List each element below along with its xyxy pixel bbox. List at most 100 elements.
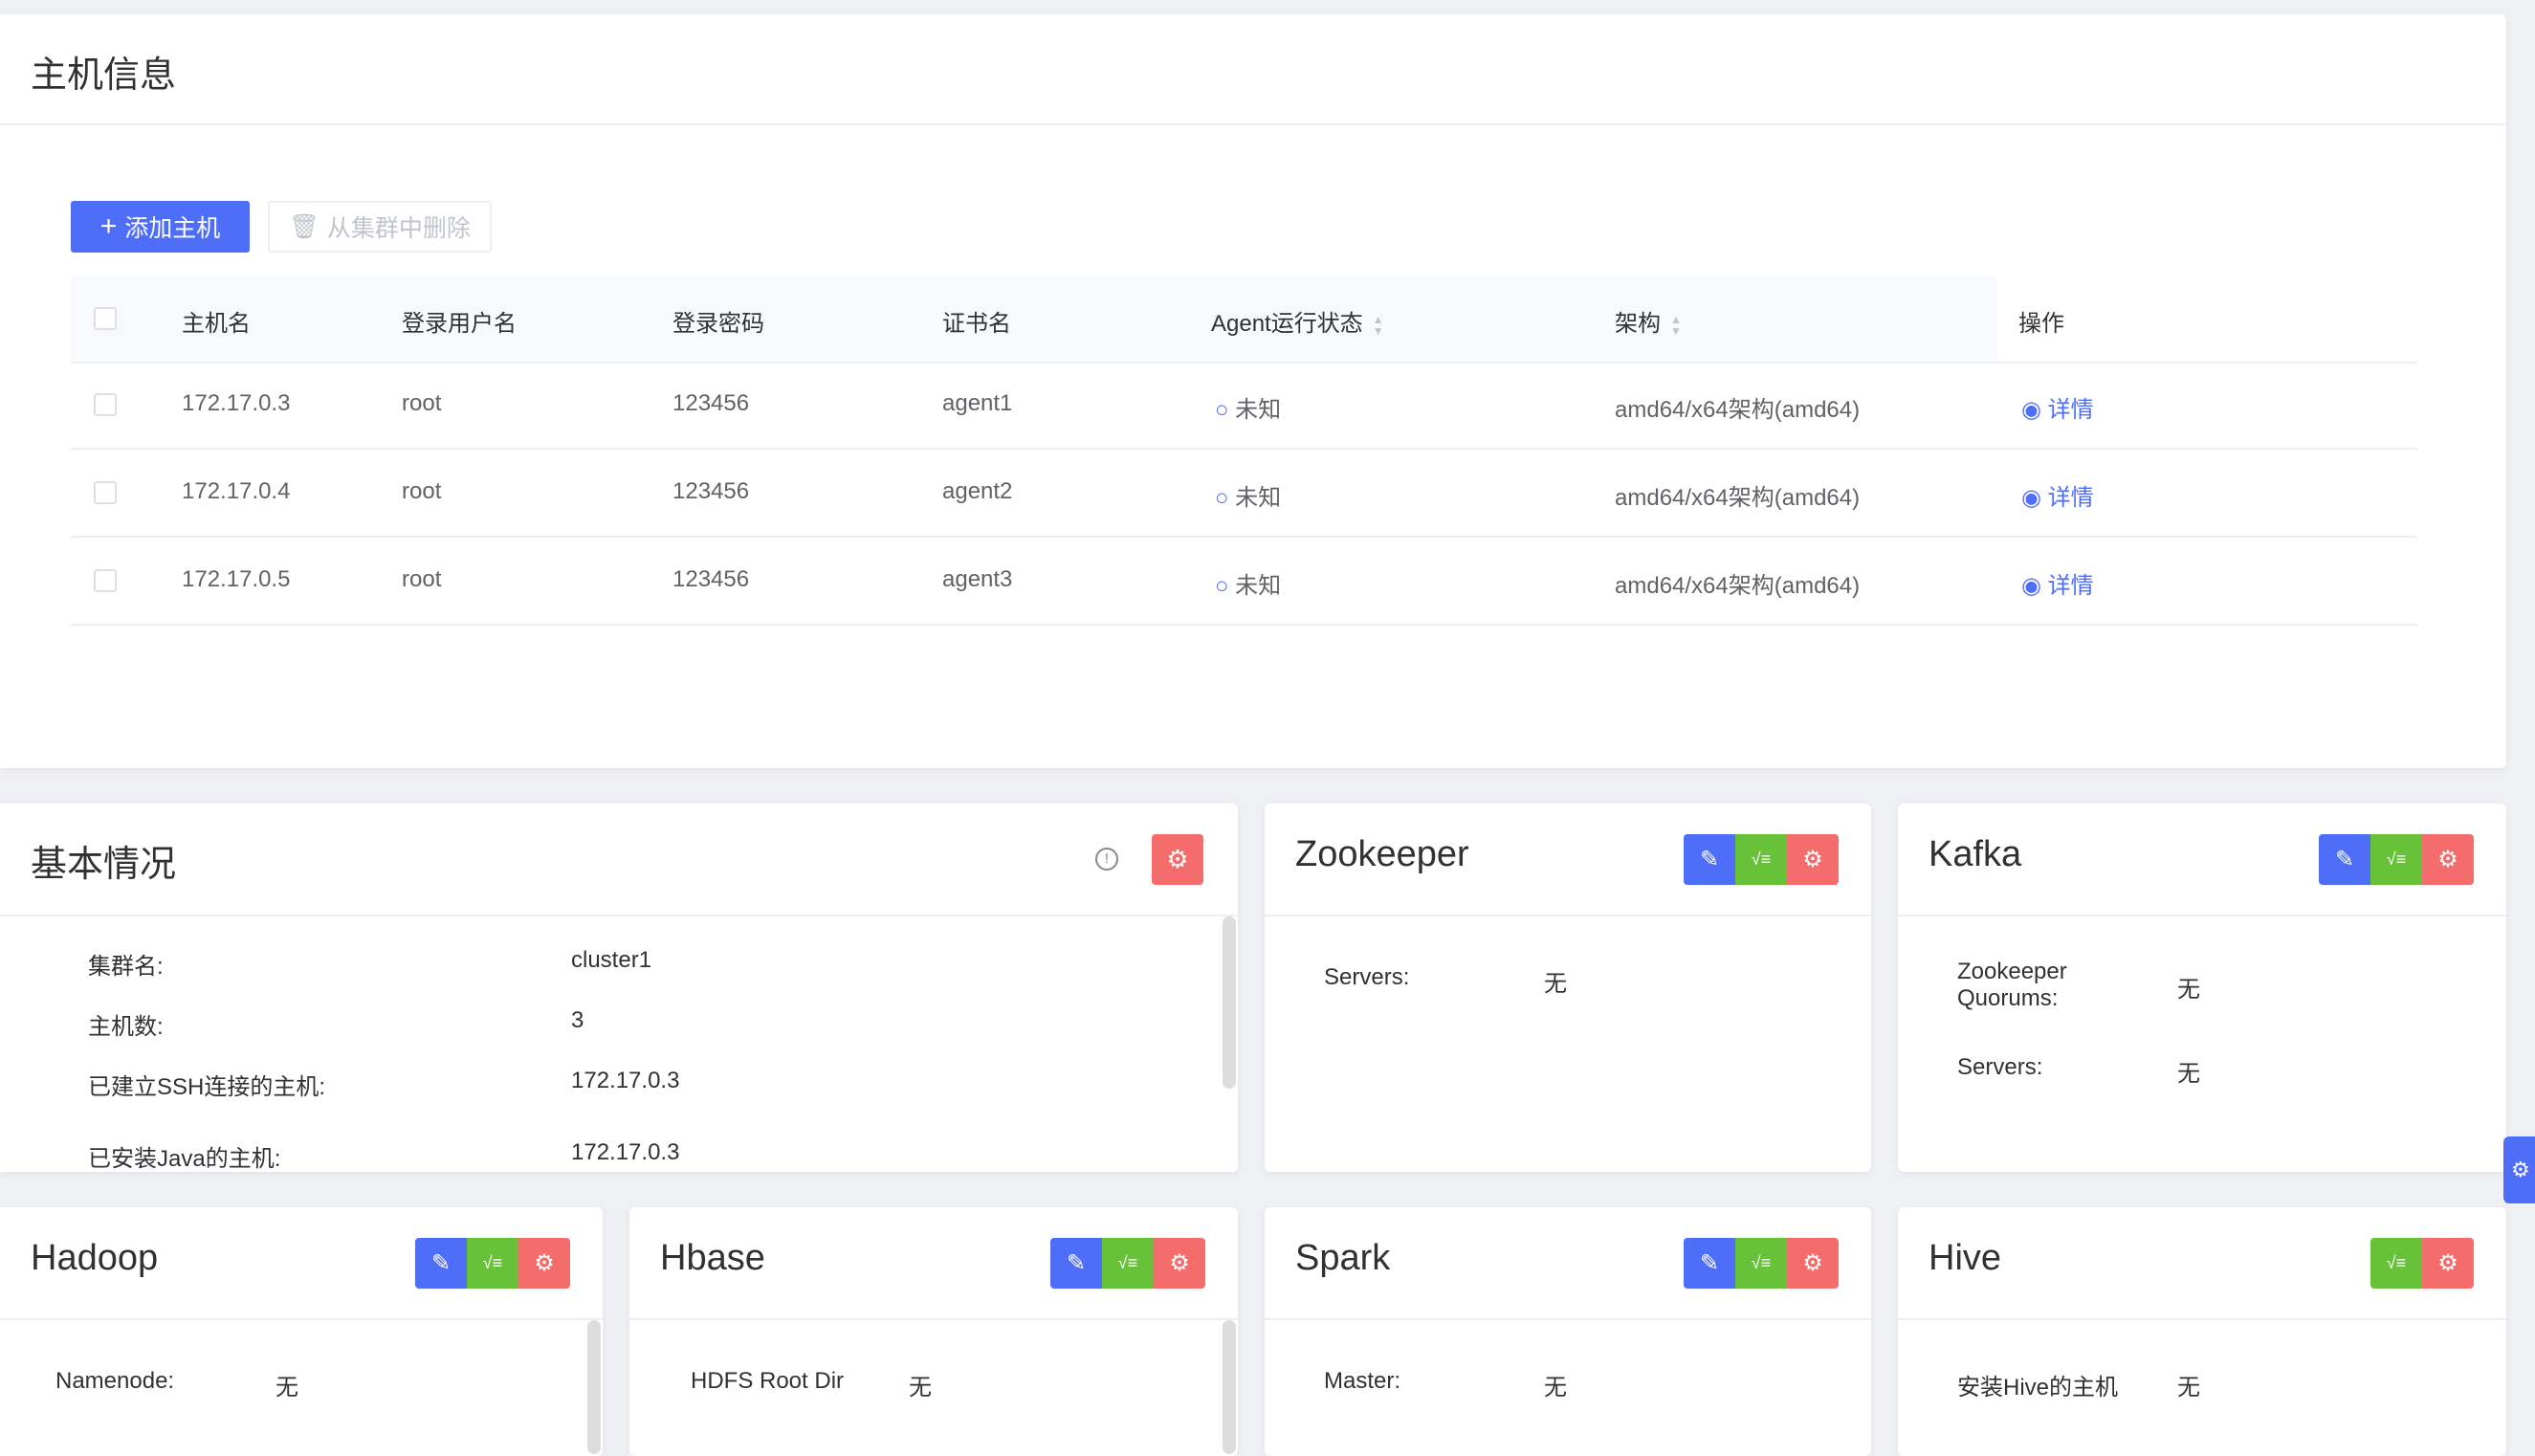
settings-button[interactable]: ⚙ xyxy=(2422,1238,2474,1289)
cell-hostname: 172.17.0.4 xyxy=(182,478,291,504)
cell-password: 123456 xyxy=(672,566,750,592)
info-label: 集群名: xyxy=(88,954,164,980)
info-label: 已安装Java的主机: xyxy=(88,1146,281,1172)
install-button[interactable]: √≡ xyxy=(1735,834,1787,885)
settings-button[interactable]: ⚙ xyxy=(1152,834,1203,885)
search-icon: ○ xyxy=(1215,485,1229,511)
cell-cert: agent1 xyxy=(942,390,1013,416)
install-button[interactable]: √≡ xyxy=(467,1238,518,1289)
spark-card: Spark ✎ √≡ ⚙ Master: 无 xyxy=(1265,1207,1871,1456)
scrollbar[interactable] xyxy=(1223,916,1236,1089)
settings-button[interactable]: ⚙ xyxy=(2422,834,2474,885)
details-link[interactable]: ◉ 详情 xyxy=(2021,397,2094,423)
info-value: 172.17.0.3 xyxy=(571,1068,680,1093)
details-link[interactable]: ◉ 详情 xyxy=(2021,485,2094,511)
row-checkbox[interactable] xyxy=(94,393,117,416)
edit-icon: ✎ xyxy=(1699,1250,1720,1276)
install-button[interactable]: √≡ xyxy=(1102,1238,1154,1289)
select-all-checkbox[interactable] xyxy=(94,307,117,330)
install-button[interactable]: √≡ xyxy=(2370,834,2422,885)
cell-password: 123456 xyxy=(672,478,750,504)
edit-icon: ✎ xyxy=(1066,1250,1087,1276)
cell-password: 123456 xyxy=(672,390,750,416)
info-label: Servers: xyxy=(1957,1054,2043,1080)
info-value: 172.17.0.3 xyxy=(571,1139,680,1165)
card-title: Hbase xyxy=(660,1238,765,1278)
scrollbar[interactable] xyxy=(587,1320,601,1454)
eye-icon: ◉ xyxy=(2021,397,2041,423)
zookeeper-card: Zookeeper ✎ √≡ ⚙ Servers: 无 xyxy=(1265,804,1871,1172)
edit-icon: ✎ xyxy=(2334,847,2355,872)
install-button[interactable]: √≡ xyxy=(2370,1238,2422,1289)
gear-icon: ⚙ xyxy=(1169,1250,1190,1276)
settings-button[interactable]: ⚙ xyxy=(518,1238,570,1289)
page-title: 主机信息 xyxy=(31,55,177,96)
checklist-icon: √≡ xyxy=(482,1253,503,1272)
host-info-panel: 主机信息 + 添加主机 🗑 从集群中删除 主机名 登录用户名 登录密码 证书名 Ag… xyxy=(0,14,2506,768)
info-value: 无 xyxy=(2177,1061,2200,1087)
settings-button[interactable]: ⚙ xyxy=(1154,1238,1205,1289)
add-host-button[interactable]: + 添加主机 xyxy=(71,201,250,253)
row-checkbox[interactable] xyxy=(94,481,117,504)
info-value: 无 xyxy=(276,1375,298,1401)
eye-icon: ◉ xyxy=(2021,573,2041,599)
search-icon: ○ xyxy=(1215,397,1229,423)
info-value: 无 xyxy=(1544,1375,1567,1401)
column-username: 登录用户名 xyxy=(402,311,517,337)
settings-button[interactable]: ⚙ xyxy=(1787,834,1839,885)
info-label: 已建立SSH连接的主机: xyxy=(88,1074,326,1100)
edit-icon: ✎ xyxy=(1699,847,1720,872)
hadoop-card: Hadoop ✎ √≡ ⚙ Namenode: 无 xyxy=(0,1207,603,1456)
info-value: 无 xyxy=(1544,971,1567,997)
card-title: 基本情况 xyxy=(31,845,177,885)
panel-header: 主机信息 xyxy=(0,14,2506,125)
floating-settings-button[interactable]: ⚙ xyxy=(2503,1136,2535,1203)
edit-button[interactable]: ✎ xyxy=(1684,834,1735,885)
column-arch[interactable]: 架构 ▲ ▼ xyxy=(1615,311,1682,338)
gear-icon: ⚙ xyxy=(2437,1250,2458,1276)
info-value: 3 xyxy=(571,1007,584,1033)
cell-username: root xyxy=(402,566,442,592)
basic-info-card: 基本情况 ! ⚙ 集群名: cluster1 主机数: 3 已建立SSH连接的主机: 17… xyxy=(0,804,1238,1172)
gear-icon: ⚙ xyxy=(2437,847,2458,872)
edit-button[interactable]: ✎ xyxy=(415,1238,467,1289)
cell-arch: amd64/x64架构(amd64) xyxy=(1615,397,1861,423)
column-agent-status[interactable]: Agent运行状态 ▲ ▼ xyxy=(1211,311,1384,338)
eye-icon: ◉ xyxy=(2021,485,2041,511)
checklist-icon: √≡ xyxy=(1751,1253,1772,1272)
divider xyxy=(71,536,2417,538)
info-value: 无 xyxy=(909,1375,932,1401)
hive-card: Hive √≡ ⚙ 安装Hive的主机 无 xyxy=(1898,1207,2506,1456)
card-title: Zookeeper xyxy=(1295,834,1469,874)
card-title: Hive xyxy=(1929,1238,2002,1278)
edit-button[interactable]: ✎ xyxy=(1684,1238,1735,1289)
table-header xyxy=(71,276,1997,362)
cell-arch: amd64/x64架构(amd64) xyxy=(1615,573,1861,599)
info-label: Servers: xyxy=(1324,964,1410,990)
info-label: Zookeeper Quorums: xyxy=(1957,959,2067,1011)
cell-arch: amd64/x64架构(amd64) xyxy=(1615,485,1861,511)
settings-button[interactable]: ⚙ xyxy=(1787,1238,1839,1289)
scrollbar[interactable] xyxy=(1223,1320,1236,1454)
sort-icon[interactable]: ▲ ▼ xyxy=(1670,312,1682,338)
info-value: 无 xyxy=(2177,977,2200,1003)
row-checkbox[interactable] xyxy=(94,569,117,592)
card-title: Spark xyxy=(1295,1238,1391,1278)
cell-cert: agent2 xyxy=(942,478,1013,504)
info-value: cluster1 xyxy=(571,947,652,973)
card-title: Hadoop xyxy=(31,1238,159,1278)
plus-icon: + xyxy=(99,210,118,242)
column-hostname: 主机名 xyxy=(182,311,251,337)
column-password: 登录密码 xyxy=(672,311,764,337)
install-button[interactable]: √≡ xyxy=(1735,1238,1787,1289)
sort-icon[interactable]: ▲ ▼ xyxy=(1372,312,1384,338)
details-link[interactable]: ◉ 详情 xyxy=(2021,573,2094,599)
gear-icon: ⚙ xyxy=(1166,845,1189,873)
edit-button[interactable]: ✎ xyxy=(2319,834,2370,885)
card-title: Kafka xyxy=(1929,834,2022,874)
edit-button[interactable]: ✎ xyxy=(1050,1238,1102,1289)
info-icon[interactable]: ! xyxy=(1095,848,1118,871)
checklist-icon: √≡ xyxy=(2386,1253,2407,1272)
remove-from-cluster-button[interactable]: 🗑 从集群中删除 xyxy=(268,201,492,253)
info-label: 安装Hive的主机 xyxy=(1957,1375,2119,1401)
